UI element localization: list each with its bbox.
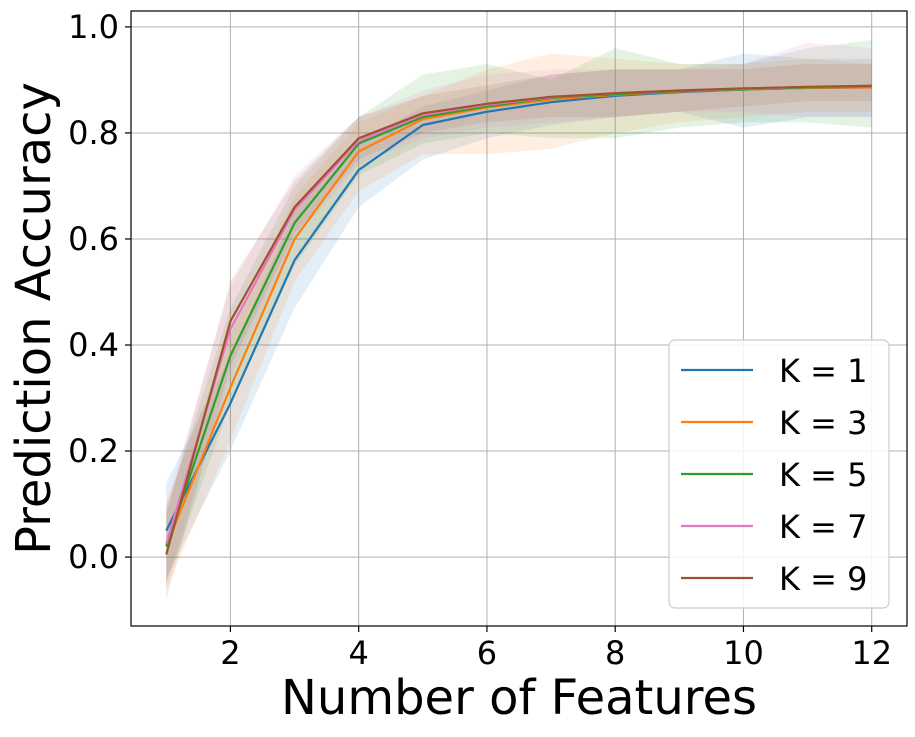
legend-label: K = 5 [779,456,868,494]
legend-label: K = 1 [779,352,868,390]
confidence-band [166,40,872,584]
y-tick-label: 1.0 [68,8,119,46]
legend-label: K = 3 [779,404,868,442]
x-tick-label: 10 [723,634,764,672]
x-tick-label: 8 [605,634,625,672]
legend: K = 1 K = 3 K = 5 K = 7 K = 9 [668,339,890,609]
x-axis-label: Number of Features [281,670,757,726]
y-tick-label: 0.6 [68,220,119,258]
y-tick-label: 0.4 [68,326,119,364]
x-tick-label: 4 [348,634,368,672]
plot-frame [130,10,908,627]
y-tick-label: 0.8 [68,114,119,152]
legend-label: K = 7 [779,508,868,546]
confidence-band [166,53,872,579]
series-lines [165,84,872,555]
x-tick-label: 12 [851,634,892,672]
x-tick-label: 2 [220,634,240,672]
confidence-band [166,42,872,584]
series-line [165,84,872,555]
confidence-band [166,53,872,589]
x-tick-label: 6 [477,634,497,672]
y-tick-label: 0.2 [68,432,119,470]
legend-box [668,339,890,609]
y-axis-ticks: 0.0 0.2 0.4 0.6 0.8 1.0 [68,8,131,576]
grid-lines [131,11,907,626]
y-axis-label: Prediction Accuracy [6,82,62,555]
confidence-bands [166,40,872,600]
x-axis-ticks: 2 4 6 8 10 12 [220,626,892,672]
legend-label: K = 9 [779,560,868,598]
y-tick-label: 0.0 [68,538,119,576]
